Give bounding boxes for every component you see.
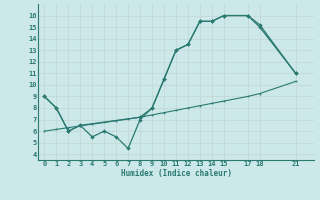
X-axis label: Humidex (Indice chaleur): Humidex (Indice chaleur) bbox=[121, 169, 231, 178]
